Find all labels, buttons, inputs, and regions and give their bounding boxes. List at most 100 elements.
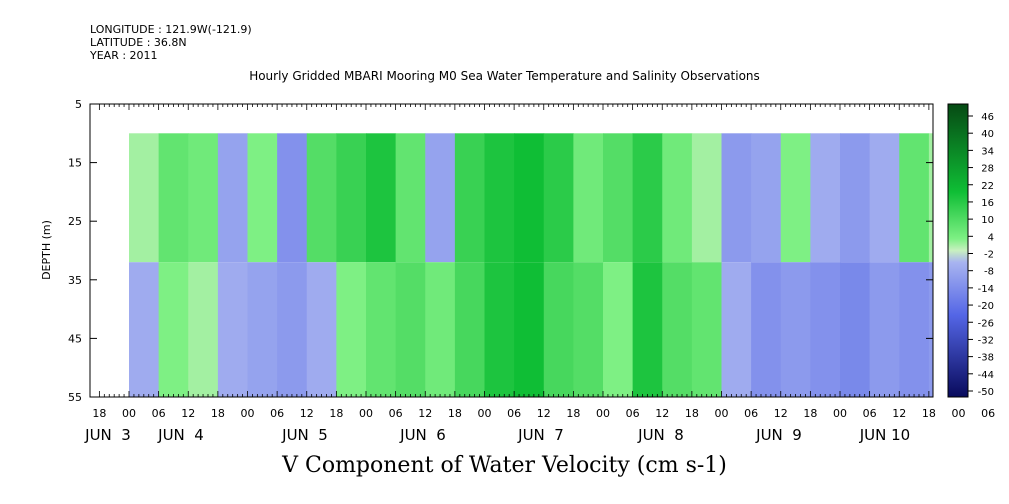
x-hour-label: 18 (566, 407, 580, 420)
x-hour-label: 18 (448, 407, 462, 420)
y-tick-label: 5 (75, 98, 82, 111)
heat-cell-lower (129, 262, 160, 397)
colorbar-tick-label: 16 (981, 198, 994, 209)
colorbar-tick-label: -44 (978, 370, 994, 381)
colorbar-tick-label: 40 (981, 129, 994, 140)
heat-cell-lower (247, 262, 278, 397)
colorbar-tick-label: -20 (978, 301, 994, 312)
x-hour-label: 00 (715, 407, 729, 420)
x-hour-label: 00 (241, 407, 255, 420)
x-hour-label: 00 (478, 407, 492, 420)
colorbar-tick-label: 4 (988, 232, 994, 243)
x-axis-label: V Component of Water Velocity (cm s-1) (282, 453, 727, 478)
heat-cell-lower (514, 262, 545, 397)
heat-cell-lower (810, 262, 841, 397)
heat-cell-upper (425, 133, 456, 263)
heat-cell-upper (158, 133, 189, 263)
x-day-label: JUN 8 (637, 426, 684, 444)
heat-cell-upper (306, 133, 337, 263)
heat-cell-lower (751, 262, 782, 397)
y-tick-label: 35 (68, 274, 82, 287)
x-hour-label: 00 (122, 407, 136, 420)
x-day-label: JUN 3 (84, 426, 131, 444)
heat-cell-lower (543, 262, 574, 397)
heat-cell-upper (751, 133, 782, 263)
x-hour-label: 12 (181, 407, 195, 420)
heat-cell-lower (928, 262, 934, 397)
heat-cell-upper (366, 133, 397, 263)
x-day-label: JUN 10 (859, 426, 910, 444)
x-hour-label: 18 (329, 407, 343, 420)
heat-cell-upper (484, 133, 515, 263)
heat-cell-lower (454, 262, 485, 397)
x-day-label: JUN 9 (755, 426, 802, 444)
heat-cell-upper (780, 133, 811, 263)
x-day-label: JUN 4 (157, 426, 204, 444)
chart-title: Hourly Gridded MBARI Mooring M0 Sea Wate… (249, 69, 760, 83)
x-hour-label: 06 (270, 407, 284, 420)
colorbar-tick-label: -2 (984, 250, 994, 261)
heat-cell-lower (277, 262, 308, 397)
colorbar-tick-label: 10 (981, 215, 994, 226)
heatmap-cells (129, 133, 934, 397)
x-hour-label: 06 (507, 407, 521, 420)
heat-cell-upper (721, 133, 752, 263)
colorbar-tick-label: -8 (984, 267, 994, 278)
heat-cell-upper (395, 133, 426, 263)
x-hour-label: 18 (922, 407, 936, 420)
heat-cell-lower (721, 262, 752, 397)
colorbar-tick-label: -38 (978, 353, 994, 364)
heat-cell-upper (840, 133, 871, 263)
heat-cell-upper (247, 133, 278, 263)
heat-cell-lower (158, 262, 189, 397)
colorbar (947, 103, 969, 398)
heat-cell-upper (514, 133, 545, 263)
heat-cell-lower (632, 262, 663, 397)
plot-frame (89, 103, 934, 398)
heat-cell-lower (840, 262, 871, 397)
x-hour-label: 12 (892, 407, 906, 420)
colorbar-tick-label: 22 (981, 181, 994, 192)
colorbar-tick-label: -26 (978, 318, 994, 329)
x-hour-label: 12 (774, 407, 788, 420)
heat-cell-upper (188, 133, 219, 263)
heat-cell-lower (425, 262, 456, 397)
axes: 5 15 25 35 45 55 18 00 06 12 18 00 06 12 18 00 06 12 18 00 0… (68, 98, 995, 444)
x-hour-label: 06 (389, 407, 403, 420)
colorbar-tick-label: -14 (978, 284, 994, 295)
colorbar-tick-label: 34 (981, 146, 994, 157)
heat-cell-lower (336, 262, 367, 397)
colorbar-tick-label: 46 (981, 112, 994, 123)
x-hour-label: 00 (833, 407, 847, 420)
y-tick-label: 25 (68, 215, 82, 228)
heat-cell-lower (603, 262, 634, 397)
x-hour-label: 06 (626, 407, 640, 420)
heat-cell-upper (603, 133, 634, 263)
y-tick-label: 15 (68, 157, 82, 170)
x-hour-label: 18 (803, 407, 817, 420)
colorbar-tick-label: 28 (981, 164, 994, 175)
heat-cell-upper (277, 133, 308, 263)
heat-cell-upper (869, 133, 900, 263)
heat-cell-upper (691, 133, 722, 263)
heat-cell-lower (573, 262, 604, 397)
heat-cell-lower (899, 262, 930, 397)
x-hour-label: 18 (211, 407, 225, 420)
x-hour-label: 00 (952, 407, 966, 420)
x-hour-label: 18 (685, 407, 699, 420)
y-tick-label: 55 (68, 391, 82, 404)
heat-cell-upper (454, 133, 485, 263)
year-label: YEAR : 2011 (90, 49, 158, 62)
y-axis-label: DEPTH (m) (40, 220, 53, 280)
heat-cell-upper (573, 133, 604, 263)
x-hour-label: 12 (655, 407, 669, 420)
x-day-label: JUN 6 (399, 426, 446, 444)
colorbar-tick-label: -50 (978, 387, 994, 398)
colorbar-ticks: 46 40 34 28 22 16 10 4 -2 -8 -14 -20 -26 -32 -38 -44 -50 (968, 112, 994, 398)
x-hour-label: 12 (418, 407, 432, 420)
x-day-label: JUN 7 (517, 426, 564, 444)
x-hour-label: 12 (537, 407, 551, 420)
x-hour-label: 00 (596, 407, 610, 420)
heat-cell-lower (780, 262, 811, 397)
